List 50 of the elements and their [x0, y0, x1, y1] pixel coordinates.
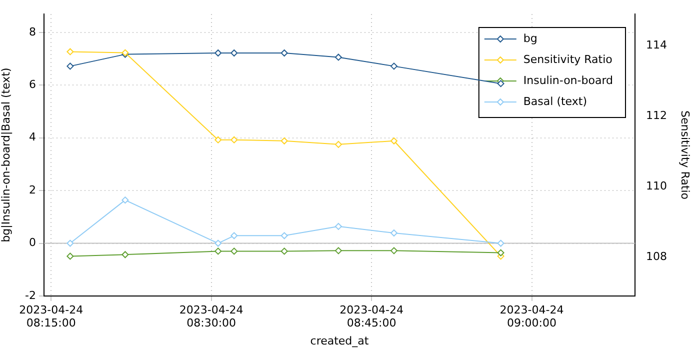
point — [390, 137, 398, 144]
point — [230, 50, 238, 57]
y2-axis-title: Sensitivity Ratio — [678, 110, 691, 200]
point — [334, 222, 342, 230]
y-tick-label: 2 — [29, 183, 36, 196]
point — [214, 136, 222, 144]
legend-label: Insulin-on-board — [523, 74, 614, 87]
point — [334, 54, 342, 61]
point — [334, 247, 342, 254]
x-tick-label: 2023-04-24 08:15:00 — [19, 303, 84, 330]
point — [214, 240, 222, 247]
x-tick-label: 2023-04-24 08:30:00 — [179, 303, 244, 330]
y-tick-label: 4 — [29, 130, 36, 144]
point — [497, 80, 504, 88]
point — [230, 136, 238, 144]
point — [214, 248, 222, 255]
legend-label: bg — [523, 32, 538, 45]
point — [122, 196, 129, 204]
point — [280, 232, 288, 240]
point — [66, 240, 74, 247]
x-axis-title: created_at — [310, 334, 370, 348]
point — [280, 248, 288, 255]
y-tick-label: 6 — [29, 78, 36, 92]
y2-tick-label: 112 — [646, 109, 667, 122]
y-tick-label: 0 — [29, 236, 36, 250]
point — [390, 62, 398, 70]
y2-tick-label: 114 — [646, 38, 667, 52]
point — [66, 48, 74, 56]
point — [497, 240, 504, 247]
point — [66, 252, 74, 260]
point — [280, 137, 288, 144]
point — [334, 140, 342, 148]
point — [497, 249, 504, 256]
y-tick-label: -2 — [25, 288, 36, 302]
point — [214, 50, 222, 57]
point — [280, 50, 288, 57]
point — [122, 251, 129, 258]
point — [230, 248, 238, 255]
legend-label: Sensitivity Ratio — [523, 52, 613, 66]
y2-tick-label: 108 — [646, 250, 667, 264]
y-tick-label: 8 — [29, 25, 36, 38]
x-tick-label: 2023-04-24 09:00:00 — [500, 303, 564, 330]
x-tick-label: 2023-04-24 08:45:00 — [340, 303, 404, 330]
y2-tick-label: 110 — [646, 180, 667, 193]
y-axis-title: bg|Insulin-on-board|Basal (text) — [0, 68, 12, 242]
point — [390, 247, 398, 254]
point — [66, 62, 74, 70]
point — [390, 230, 398, 237]
legend-label: Basal (text) — [523, 94, 587, 108]
point — [230, 232, 238, 240]
